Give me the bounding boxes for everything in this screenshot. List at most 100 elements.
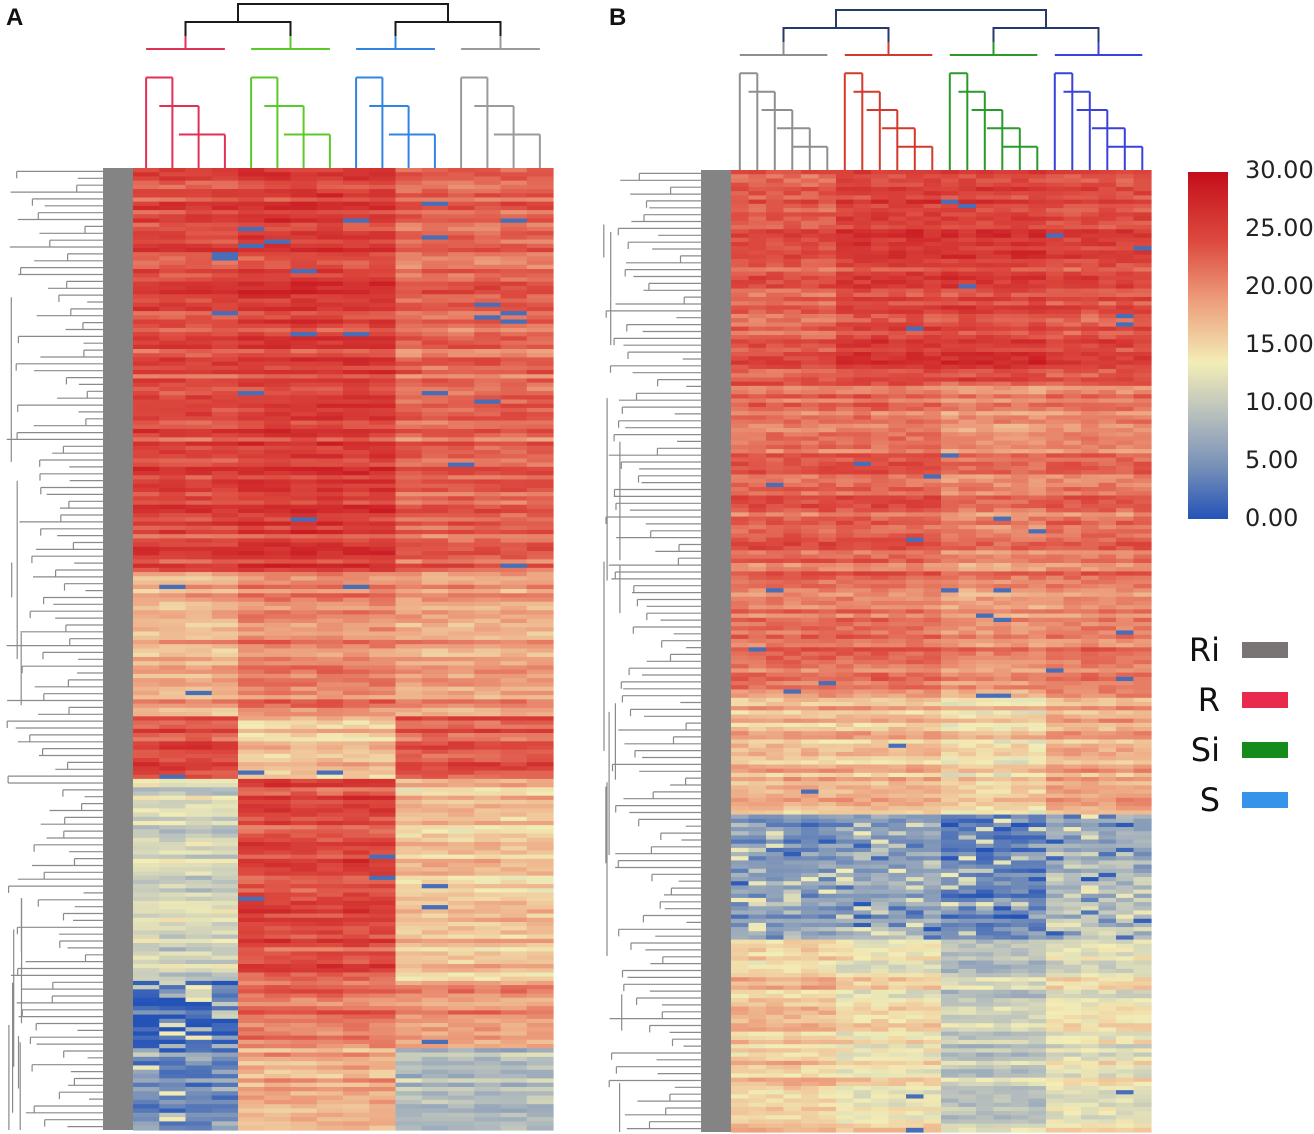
heatmap-cell (395, 703, 423, 709)
heatmap-cell (343, 884, 370, 889)
heatmap-cell (211, 391, 239, 396)
heatmap-cell (133, 399, 160, 405)
heatmap-cell (264, 332, 292, 337)
heatmap-cell (500, 441, 528, 447)
heatmap-cell (185, 733, 213, 738)
heatmap-cell (238, 479, 265, 485)
heatmap-cell (853, 402, 872, 408)
heatmap-cell (238, 1117, 265, 1122)
heatmap-cell (731, 368, 750, 374)
heatmap-cell (211, 441, 239, 447)
heatmap-cell (1011, 225, 1030, 230)
heatmap-cell (185, 1086, 213, 1092)
heatmap-cell (526, 311, 554, 316)
heatmap-cell (290, 618, 318, 624)
heatmap-cell (748, 318, 767, 323)
heatmap-cell (500, 551, 528, 556)
heatmap-cell (290, 1074, 318, 1079)
heatmap-cell (133, 682, 160, 688)
heatmap-cell (766, 186, 785, 192)
heatmap-cell (421, 252, 449, 257)
heatmap-cell (500, 678, 528, 683)
heatmap-cell (1133, 347, 1152, 353)
heatmap-cell (238, 661, 265, 667)
heatmap-cell (211, 597, 239, 603)
heatmap-cell (290, 1091, 318, 1097)
heatmap-cell (474, 256, 502, 262)
heatmap-cell (500, 976, 528, 982)
heatmap-cell (159, 829, 187, 835)
heatmap-cell (906, 296, 925, 302)
heatmap-cell (211, 635, 239, 641)
heatmap-cell (316, 1052, 344, 1058)
heatmap-cell (836, 402, 855, 408)
heatmap-cell (526, 1099, 554, 1105)
heatmap-cell (766, 258, 785, 264)
heatmap-cell (238, 993, 265, 999)
heatmap-cell (1028, 237, 1047, 243)
heatmap-cell (1028, 186, 1047, 192)
heatmap-cell (343, 900, 370, 906)
heatmap-cell (474, 1048, 502, 1054)
heatmap-cell (343, 201, 370, 207)
heatmap-cell (159, 589, 187, 594)
heatmap-cell (133, 336, 160, 342)
heatmap-cell (185, 652, 213, 658)
heatmap-cell (343, 605, 370, 611)
heatmap-cell (211, 529, 239, 535)
heatmap-cell (211, 737, 239, 742)
heatmap-cell (238, 699, 265, 705)
heatmap-cell (906, 356, 925, 362)
heatmap-cell (369, 407, 397, 413)
heatmap-cell (1133, 394, 1152, 400)
heatmap-cell (421, 197, 449, 203)
heatmap-cell (369, 559, 397, 565)
heatmap-cell (395, 635, 423, 641)
heatmap-cell (369, 639, 397, 645)
heatmap-cell (395, 256, 423, 262)
heatmap-cell (853, 356, 872, 362)
heatmap-cell (1011, 258, 1030, 264)
heatmap-cell (185, 504, 213, 510)
heatmap-cell (395, 399, 423, 405)
heatmap-cell (818, 258, 837, 264)
heatmap-cell (316, 168, 344, 173)
heatmap-cell (343, 778, 370, 784)
heatmap-cell (941, 225, 960, 230)
heatmap-cell (133, 652, 160, 658)
heatmap-cell (290, 273, 318, 279)
heatmap-cell (526, 315, 554, 321)
heatmap-cell (211, 976, 239, 982)
heatmap-cell (474, 323, 502, 329)
heatmap-cell (185, 631, 213, 637)
heatmap-cell (343, 888, 370, 894)
heatmap-cell (290, 1014, 318, 1020)
heatmap-cell (871, 195, 890, 201)
heatmap-cell (526, 563, 554, 569)
heatmap-cell (421, 323, 449, 329)
heatmap-cell (1098, 296, 1117, 302)
heatmap-cell (290, 529, 318, 535)
heatmap-cell (500, 365, 528, 371)
heatmap-cell (474, 622, 502, 628)
heatmap-cell (290, 492, 318, 497)
heatmap-cell (133, 985, 160, 990)
heatmap-cell (343, 416, 370, 422)
heatmap-cell (526, 1091, 554, 1097)
heatmap-cell (290, 879, 318, 885)
heatmap-cell (448, 913, 475, 919)
heatmap-cell (211, 580, 239, 586)
heatmap-cell (526, 458, 554, 464)
heatmap-cell (1116, 305, 1135, 311)
heatmap-cell (395, 538, 423, 544)
heatmap-cell (290, 875, 318, 881)
heatmap-cell (474, 1035, 502, 1041)
heatmap-cell (1046, 186, 1065, 192)
heatmap-cell (264, 336, 292, 342)
heatmap-cell (1046, 271, 1065, 277)
heatmap-cell (211, 475, 239, 481)
heatmap-cell (448, 424, 475, 430)
heatmap-cell (421, 231, 449, 236)
heatmap-cell (185, 1039, 213, 1045)
heatmap-cell (343, 529, 370, 535)
